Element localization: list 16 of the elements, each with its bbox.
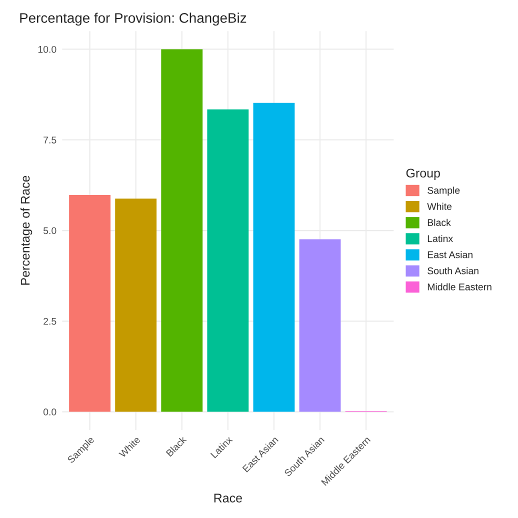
legend-label: East Asian [428,251,472,258]
chart-title: Percentage for Provision: ChangeBiz [20,12,246,26]
y-tick-label: 2.5 [44,318,56,325]
y-tick-label: 7.5 [44,136,56,144]
legend-label: Sample [428,186,460,196]
legend-label: Black [428,218,451,226]
legend-label: Latinx [428,234,453,242]
y-tick-label: 10.0 [38,46,56,53]
legend-label: Middle Eastern [428,283,492,290]
legend-label: South Asian [428,267,478,274]
legend-label: White [427,202,452,210]
y-tick-label: 0.0 [43,408,56,416]
y-axis-title: Percentage of Race [20,176,32,285]
x-axis-title: Race [214,494,242,502]
legend-title: Group [406,168,440,180]
y-tick-label: 5.0 [43,227,56,234]
